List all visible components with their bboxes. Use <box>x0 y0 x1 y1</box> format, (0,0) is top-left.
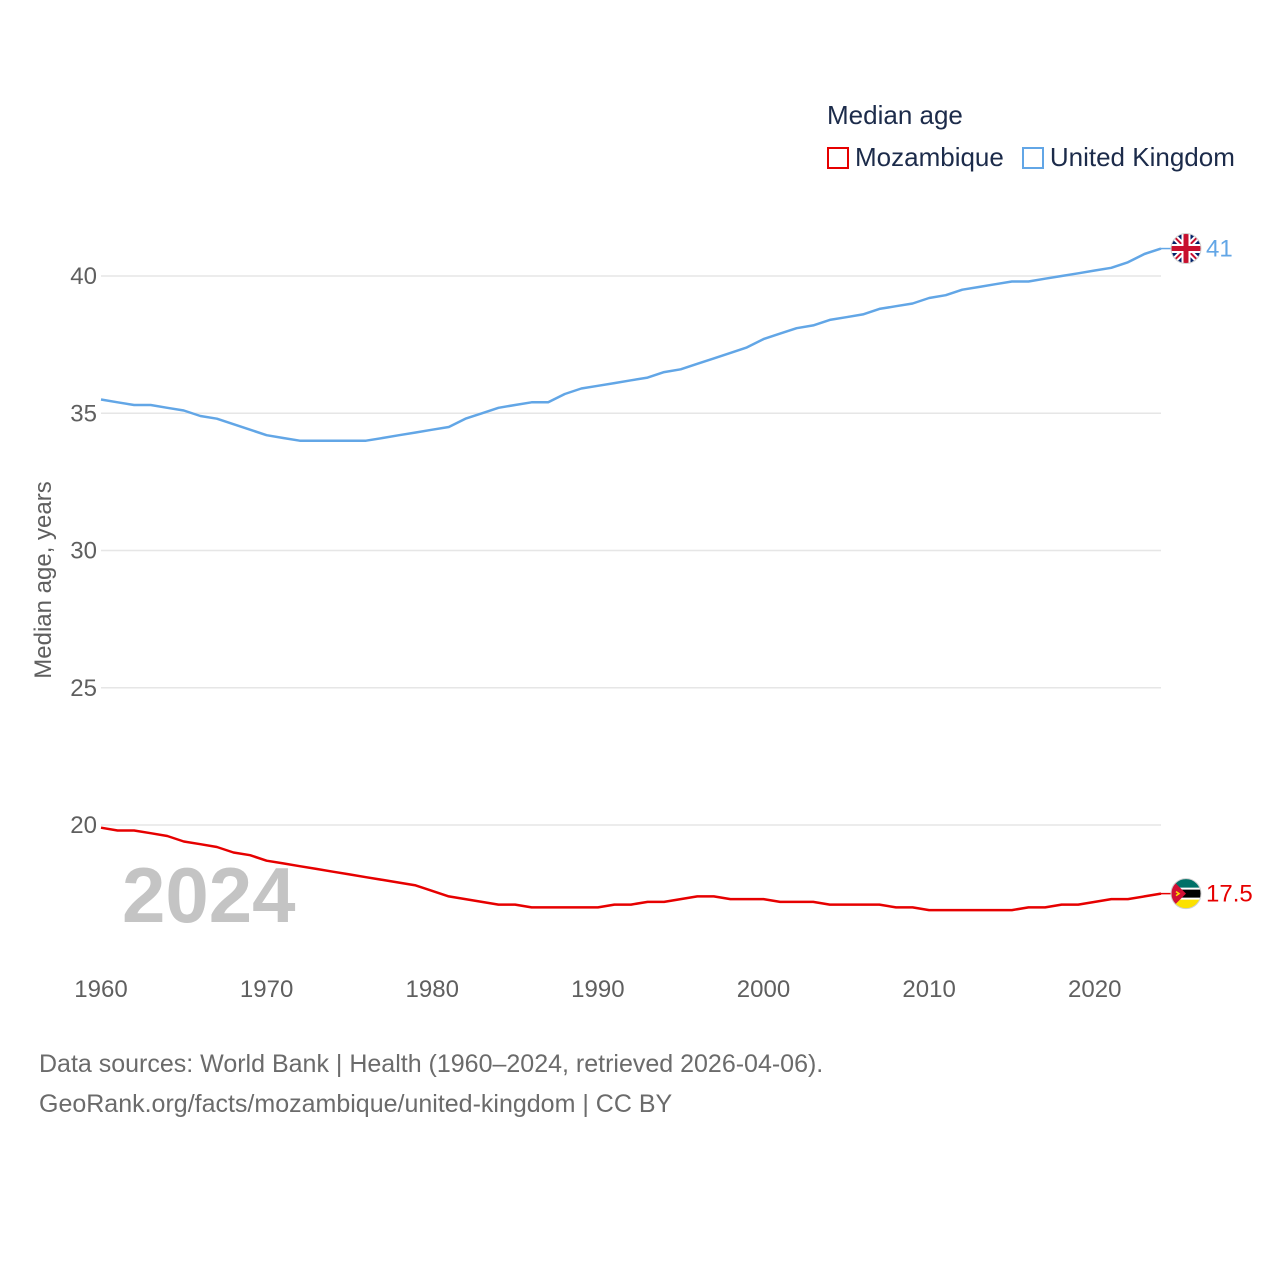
y-tick-label: 40 <box>70 263 97 290</box>
mozambique-flag-icon <box>1171 878 1201 909</box>
x-axis-ticks: 1960 1970 1980 1990 2000 2010 2020 <box>74 976 1121 1003</box>
legend-label-mozambique: Mozambique <box>855 142 1004 172</box>
series-end-markers: 17.5 41 <box>1161 233 1253 910</box>
legend-label-united-kingdom: United Kingdom <box>1049 142 1235 172</box>
series-lines <box>100 247 1162 912</box>
legend: Mozambique United Kingdom <box>827 142 1253 173</box>
series-line-mozambique[interactable] <box>100 826 1162 912</box>
flag-border <box>1170 878 1202 910</box>
current-year-label: 2024 <box>122 851 296 939</box>
x-tick-label: 1970 <box>240 976 293 1003</box>
y-axis-label: Median age, years <box>30 481 57 678</box>
x-tick-label: 2020 <box>1068 976 1121 1003</box>
flag-border <box>1170 233 1202 265</box>
y-tick-label: 30 <box>70 538 97 565</box>
x-tick-label: 1990 <box>571 976 624 1003</box>
united-kingdom-flag-icon <box>1171 233 1201 264</box>
y-tick-label: 25 <box>70 675 97 702</box>
y-tick-label: 35 <box>70 400 97 427</box>
legend-item-mozambique[interactable]: Mozambique <box>827 142 1004 173</box>
legend-swatch-mozambique <box>827 146 849 169</box>
legend-title: Median age <box>827 100 963 130</box>
source-line-1: Data sources: World Bank | Health (1960–… <box>39 1050 824 1078</box>
y-axis-ticks: 20 25 30 35 40 <box>70 263 97 839</box>
end-value-label-mozambique: 17.5 <box>1206 881 1253 908</box>
y-tick-label: 20 <box>70 812 97 839</box>
x-tick-label: 1980 <box>406 976 459 1003</box>
source-note: Data sources: World Bank | Health (1960–… <box>39 1044 823 1124</box>
x-tick-label: 1960 <box>74 976 127 1003</box>
x-tick-label: 2000 <box>737 976 790 1003</box>
grid-lines <box>101 275 1161 826</box>
end-value-label-united-kingdom: 41 <box>1206 236 1233 263</box>
legend-item-united-kingdom[interactable]: United Kingdom <box>1021 142 1235 173</box>
source-line-2[interactable]: GeoRank.org/facts/mozambique/united-king… <box>39 1090 673 1118</box>
legend-swatch-united-kingdom <box>1021 146 1044 169</box>
series-line-united-kingdom[interactable] <box>100 247 1162 442</box>
x-tick-label: 2010 <box>902 976 955 1003</box>
